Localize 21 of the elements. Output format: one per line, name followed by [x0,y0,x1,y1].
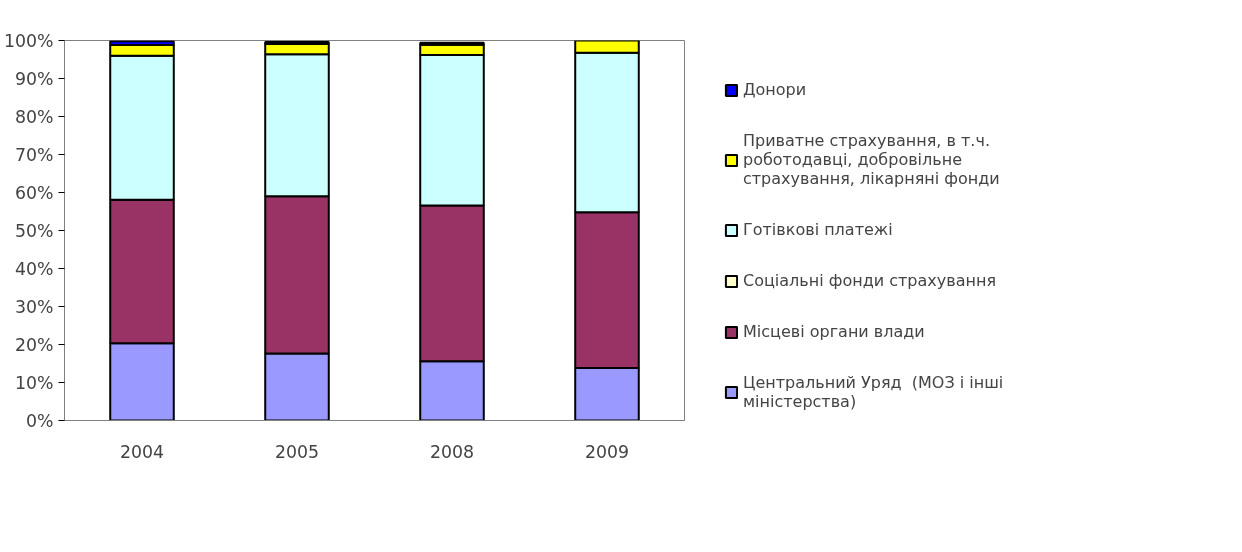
y-tick-label: 60% [14,182,54,203]
y-tick-label: 10% [14,372,54,393]
x-tick-label: 2004 [119,441,165,462]
y-tick-label: 20% [14,334,54,355]
legend-label: Приватне страхування, в т.ч. роботодавці, добровільне страхування, лікарняні фонди [743,131,1000,188]
y-tick-label: 30% [14,296,54,317]
y-tick-label: 0% [26,410,54,431]
x-tick-label: 2005 [274,441,320,462]
y-tick-label: 90% [14,68,54,89]
legend-label: Центральний Уряд (МОЗ і інші міністерства) [743,373,1004,411]
y-tick-label: 100% [3,30,54,51]
x-tick-label: 2008 [429,441,475,462]
y-tick-label: 50% [14,220,54,241]
legend-label: Місцеві органи влади [743,322,925,341]
legend-label: Донори [743,80,807,99]
legend-label: Соціальні фонди страхування [743,271,997,290]
x-tick-label: 2009 [584,441,630,462]
y-tick-label: 70% [14,144,54,165]
y-tick-label: 80% [14,106,54,127]
y-tick-label: 40% [14,258,54,279]
legend-label: Готівкові платежі [743,220,893,239]
